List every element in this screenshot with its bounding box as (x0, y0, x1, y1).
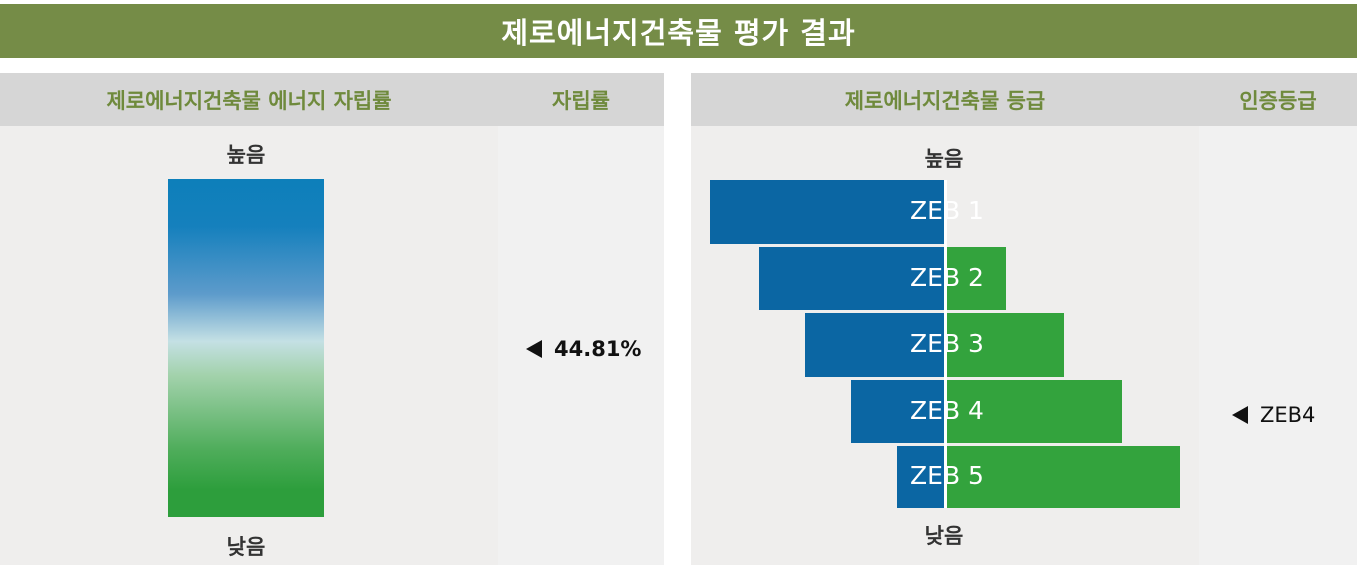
certified-grade-column (1199, 126, 1357, 565)
certified-grade-header: 인증등급 (1199, 73, 1357, 126)
self-sufficiency-header: 제로에너지건축물 에너지 자립률 (0, 73, 498, 126)
pointer-arrow-icon (1232, 406, 1248, 424)
pointer-arrow-icon (526, 340, 542, 358)
grade-panel: 제로에너지건축물 등급 인증등급 높음 ZEB 1 ZEB 2 ZEB 3 ZE… (691, 73, 1357, 565)
page-title: 제로에너지건축물 평가 결과 (0, 4, 1357, 58)
zeb1-blue-bar (710, 180, 944, 244)
zeb4-green-bar (947, 380, 1122, 443)
zeb3-green-bar (947, 313, 1064, 377)
grade-low-label: 낮음 (924, 524, 964, 548)
grade-indicator: ZEB4 (1232, 403, 1315, 427)
zeb4-blue-bar (851, 380, 944, 443)
rate-indicator: 44.81% (526, 337, 641, 361)
self-sufficiency-panel: 제로에너지건축물 에너지 자립률 자립률 높음 낮음 44.81% (0, 73, 664, 565)
grade-label-zeb5: ZEB 5 (910, 461, 984, 490)
grade-label-zeb2: ZEB 2 (910, 263, 984, 292)
grade-high-label: 높음 (924, 147, 964, 171)
grade-label-zeb4: ZEB 4 (910, 396, 984, 425)
rate-header: 자립률 (498, 73, 664, 126)
grade-label-zeb3: ZEB 3 (910, 329, 984, 358)
rate-value: 44.81% (554, 337, 642, 361)
zeb2-blue-bar (759, 247, 944, 310)
high-label: 높음 (226, 143, 266, 167)
certified-grade-value: ZEB4 (1260, 403, 1316, 427)
zeb5-green-bar (947, 446, 1180, 508)
zeb2-green-bar (947, 247, 1006, 310)
grade-header: 제로에너지건축물 등급 (691, 73, 1199, 126)
grade-label-zeb1: ZEB 1 (910, 196, 984, 225)
zeb5-blue-bar (897, 446, 944, 508)
grade-axis-divider (944, 180, 947, 508)
zeb3-blue-bar (805, 313, 944, 377)
self-sufficiency-gradient-bar (168, 179, 324, 517)
low-label: 낮음 (226, 535, 266, 559)
rate-column (498, 126, 664, 565)
